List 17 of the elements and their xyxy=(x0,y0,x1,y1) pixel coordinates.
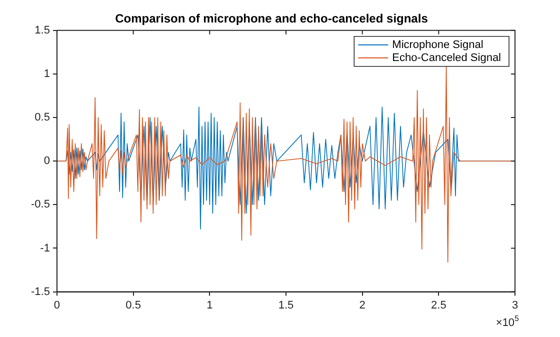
x-tick-label: 3 xyxy=(512,299,518,312)
y-tick-label: 0 xyxy=(44,155,50,168)
x-tick-label: 0.5 xyxy=(126,299,141,312)
x-tick-label: 0 xyxy=(54,299,60,312)
x-tick-label: 2.5 xyxy=(431,299,446,312)
x-tick-label: 1.5 xyxy=(278,299,294,312)
x-tick-label: 1 xyxy=(206,299,213,312)
y-tick-label: -1.5 xyxy=(30,286,50,298)
legend-label: Microphone Signal xyxy=(392,38,484,51)
y-tick-label: 1 xyxy=(44,68,50,80)
y-tick-label: -0.5 xyxy=(30,198,50,211)
x-tick-label: 2 xyxy=(359,299,366,312)
y-tick-label: -1 xyxy=(40,242,50,254)
y-tick-label: 1.5 xyxy=(34,24,50,36)
y-tick-label: 0.5 xyxy=(34,112,50,124)
chart-title: Comparison of microphone and echo-canceled signals xyxy=(115,12,428,26)
legend-label: Echo-Canceled Signal xyxy=(392,52,502,64)
